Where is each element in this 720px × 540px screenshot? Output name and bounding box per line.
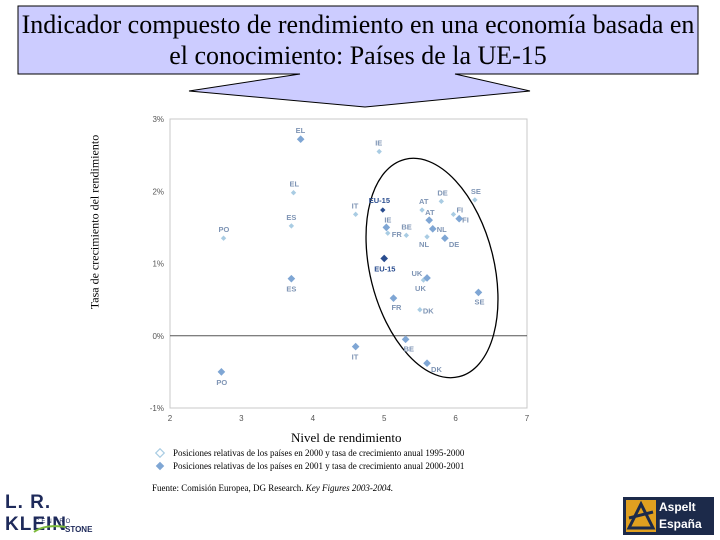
- cluster-ellipse: [365, 157, 499, 379]
- point-2000-be: [402, 231, 410, 239]
- point-label-2000-fr: FR: [392, 230, 403, 239]
- point-2001-be: [401, 335, 410, 344]
- point-2001-se: [474, 288, 483, 297]
- point-label-2000-po: PO: [219, 225, 230, 234]
- plot-area: [169, 118, 528, 409]
- y-tick-label: 3%: [152, 115, 164, 124]
- data-points: IE EL ES PO IT EU-15 AT DE FI SE BE NL UK DK FR EL ES PO I…: [216, 126, 484, 387]
- point-label-2000-el: EL: [290, 180, 300, 189]
- legend-item-2000: Posiciones relativas de los países en 20…: [155, 448, 464, 458]
- point-2000-ie: [375, 147, 383, 156]
- legend-label-2000: Posiciones relativas de los países en 20…: [173, 448, 465, 458]
- tick-labels: 2 3 4 5 6 7 3% 2% 1% 0% -1%: [150, 115, 530, 423]
- x-tick-label: 3: [239, 414, 244, 423]
- callout-shape: [17, 5, 699, 108]
- y-tick-label: 0%: [152, 332, 164, 341]
- legend-item-2001: Posiciones relativas de los países en 20…: [155, 461, 464, 471]
- aspelt-logo-line1: Aspelt: [659, 500, 696, 514]
- swoosh-icon: [33, 525, 67, 533]
- point-label-2000-se: SE: [471, 187, 481, 196]
- title-box: Indicador compuesto de rendimiento en un…: [18, 6, 698, 74]
- point-label-2001-fr: FR: [391, 303, 402, 312]
- klein-logo: L. R. KLEIN CENTRO STONE: [5, 492, 117, 536]
- klein-logo-line1: CENTRO: [35, 519, 73, 525]
- x-tick-label: 6: [453, 414, 458, 423]
- y-tick-label: -1%: [150, 404, 164, 413]
- point-label-2001-eu-15: EU-15: [374, 264, 395, 273]
- point-2001-dk: [423, 359, 431, 368]
- point-2000-el: [289, 189, 298, 197]
- x-tick-label: 5: [382, 414, 387, 423]
- point-label-2001-el: EL: [296, 126, 306, 135]
- point-2001-fr: [389, 294, 398, 302]
- point-label-2000-ie: IE: [375, 139, 382, 148]
- y-axis-label: Tasa de crecimiento del rendimiento: [87, 134, 102, 310]
- point-label-2000-at: AT: [419, 197, 429, 206]
- chart-title: Indicador compuesto de rendimiento en un…: [21, 10, 695, 70]
- point-label-2001-de: DE: [449, 240, 459, 249]
- source-title: Key Figures 2003-2004.: [305, 483, 394, 493]
- point-2000-eu-15: [379, 206, 387, 214]
- point-label-2000-de: DE: [437, 188, 447, 197]
- point-2001-uk: [423, 274, 431, 282]
- title-callout: [17, 5, 699, 108]
- x-tick-label: 7: [525, 414, 530, 423]
- point-2000-nl: [423, 233, 431, 241]
- point-2000-de: [437, 197, 445, 205]
- point-label-2001-it: IT: [352, 353, 359, 362]
- point-label-2000-eu-15: EU-15: [369, 196, 390, 205]
- x-axis-label: Nivel de rendimiento: [291, 430, 402, 445]
- point-label-2000-nl: NL: [419, 240, 429, 249]
- point-2000-dk: [416, 306, 424, 314]
- point-label-2001-be: BE: [404, 344, 414, 353]
- point-label-2000-dk: DK: [423, 307, 434, 316]
- aspelt-logo-line2: España: [659, 517, 702, 531]
- point-2000-it: [352, 210, 360, 218]
- x-tick-label: 4: [311, 414, 316, 423]
- x-tick-label: 2: [168, 414, 173, 423]
- klein-logo-line2: STONE: [65, 525, 93, 534]
- point-label-2001-at: AT: [425, 208, 435, 217]
- klein-logo-brand: L. R. KLEIN: [5, 492, 67, 535]
- point-2000-at: [418, 206, 426, 214]
- point-label-2001-po: PO: [216, 378, 227, 387]
- point-label-2001-fi: FI: [462, 216, 469, 225]
- point-label-2000-uk: UK: [411, 269, 422, 278]
- source-prefix: Fuente: Comisión Europea, DG Research.: [152, 483, 306, 493]
- point-label-2001-se: SE: [474, 297, 484, 306]
- point-2000-se: [471, 196, 479, 204]
- point-label-2000-fi: FI: [456, 205, 463, 214]
- legend-marker-light: [155, 448, 165, 458]
- point-label-2001-uk: UK: [415, 284, 426, 293]
- point-label-2001-dk: DK: [431, 365, 442, 374]
- axes: [169, 118, 528, 409]
- point-label-2001-es: ES: [286, 285, 296, 294]
- aspelt-emblem-icon: [626, 500, 656, 532]
- point-2000-po: [220, 234, 228, 242]
- point-2000-es: [287, 222, 295, 230]
- legend-marker-dark: [155, 461, 165, 471]
- point-label-2000-be: BE: [401, 222, 411, 231]
- source-note: Fuente: Comisión Europea, DG Research. K…: [152, 483, 393, 493]
- legend-label-2001: Posiciones relativas de los países en 20…: [173, 461, 465, 471]
- point-label-2001-ie: IE: [384, 215, 391, 224]
- point-2001-eu-15: [380, 254, 389, 263]
- point-label-2000-es: ES: [286, 213, 296, 222]
- point-label-2001-nl: NL: [437, 225, 447, 234]
- y-tick-label: 2%: [152, 187, 164, 196]
- point-label-2000-it: IT: [352, 201, 359, 210]
- aspelt-logo: Aspelt España: [623, 497, 714, 535]
- point-2001-nl: [428, 225, 437, 233]
- point-2000-fi: [449, 210, 457, 218]
- point-2000-fr: [384, 229, 392, 237]
- point-2001-it: [351, 342, 360, 351]
- point-2001-es: [287, 274, 296, 283]
- y-tick-label: 1%: [152, 260, 164, 269]
